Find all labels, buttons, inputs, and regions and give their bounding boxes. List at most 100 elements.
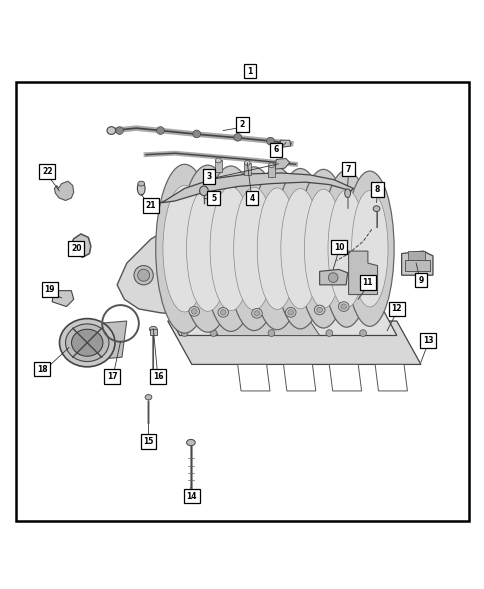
Ellipse shape (137, 181, 145, 195)
Bar (407, 251, 424, 260)
Bar (39, 164, 55, 179)
Polygon shape (52, 290, 74, 306)
Circle shape (268, 330, 274, 336)
Text: 10: 10 (333, 243, 344, 252)
Bar (243, 163, 250, 175)
Ellipse shape (189, 306, 199, 316)
Ellipse shape (186, 439, 195, 446)
Bar (68, 241, 84, 256)
Text: 13: 13 (422, 336, 433, 345)
Ellipse shape (137, 269, 150, 281)
Text: 4: 4 (249, 194, 254, 203)
Bar (143, 198, 158, 213)
Bar (419, 333, 435, 348)
Ellipse shape (298, 170, 348, 328)
Circle shape (359, 330, 366, 336)
Ellipse shape (199, 186, 208, 196)
Ellipse shape (191, 309, 197, 314)
Polygon shape (374, 365, 407, 391)
Bar (150, 369, 166, 383)
Circle shape (181, 330, 188, 336)
Ellipse shape (215, 158, 221, 163)
Polygon shape (237, 365, 270, 391)
Bar (371, 182, 383, 197)
Polygon shape (167, 321, 420, 365)
Circle shape (233, 134, 241, 141)
Text: 17: 17 (107, 372, 117, 381)
Ellipse shape (134, 266, 153, 285)
Ellipse shape (65, 324, 109, 362)
Polygon shape (117, 198, 377, 316)
Ellipse shape (304, 189, 342, 308)
Text: 22: 22 (42, 167, 52, 176)
Polygon shape (329, 365, 361, 391)
Ellipse shape (220, 310, 226, 315)
Ellipse shape (327, 190, 364, 307)
Ellipse shape (217, 307, 228, 317)
Circle shape (325, 330, 332, 336)
Text: 20: 20 (71, 244, 81, 253)
Text: 16: 16 (152, 372, 163, 381)
Bar (214, 160, 221, 173)
Ellipse shape (351, 190, 387, 307)
Ellipse shape (137, 181, 144, 186)
Bar (330, 240, 346, 254)
Text: 19: 19 (44, 285, 55, 294)
Polygon shape (208, 321, 319, 336)
Ellipse shape (257, 188, 297, 309)
Ellipse shape (314, 305, 324, 315)
Ellipse shape (274, 168, 326, 329)
Bar (245, 191, 258, 206)
Text: 6: 6 (273, 145, 278, 154)
Bar (342, 162, 354, 176)
Ellipse shape (244, 160, 250, 166)
Bar (42, 283, 58, 297)
Text: 5: 5 (211, 194, 216, 203)
Bar (207, 191, 219, 206)
Bar (270, 143, 282, 157)
Text: 12: 12 (391, 305, 401, 313)
Ellipse shape (155, 164, 213, 333)
Bar (388, 302, 404, 316)
Text: 14: 14 (186, 492, 197, 501)
Ellipse shape (321, 170, 371, 327)
Polygon shape (54, 181, 74, 200)
Bar (150, 329, 156, 336)
Text: 2: 2 (240, 120, 244, 129)
Ellipse shape (203, 166, 258, 332)
Circle shape (325, 299, 332, 305)
Polygon shape (160, 173, 353, 203)
Circle shape (181, 299, 188, 305)
Ellipse shape (107, 127, 116, 134)
Ellipse shape (316, 307, 322, 313)
Circle shape (116, 127, 123, 134)
Polygon shape (95, 321, 126, 360)
Bar (405, 260, 429, 272)
Ellipse shape (268, 163, 274, 168)
Ellipse shape (338, 302, 348, 312)
Polygon shape (319, 269, 347, 285)
Text: 11: 11 (362, 278, 372, 287)
Polygon shape (275, 158, 289, 169)
Polygon shape (280, 140, 290, 147)
Text: 1: 1 (247, 67, 252, 76)
Polygon shape (348, 251, 377, 294)
Bar (202, 169, 214, 184)
Text: 18: 18 (37, 365, 47, 374)
Polygon shape (160, 299, 396, 336)
Text: 15: 15 (143, 437, 153, 446)
Bar (359, 275, 375, 290)
Ellipse shape (186, 186, 228, 312)
Ellipse shape (285, 307, 295, 317)
Bar (243, 64, 256, 78)
Polygon shape (401, 251, 432, 275)
Circle shape (359, 299, 366, 305)
Ellipse shape (60, 319, 115, 367)
Circle shape (210, 330, 216, 336)
Circle shape (268, 299, 274, 305)
Polygon shape (283, 365, 315, 391)
Text: 3: 3 (206, 172, 211, 181)
Circle shape (266, 137, 274, 145)
Circle shape (193, 130, 200, 138)
Bar (104, 369, 120, 383)
